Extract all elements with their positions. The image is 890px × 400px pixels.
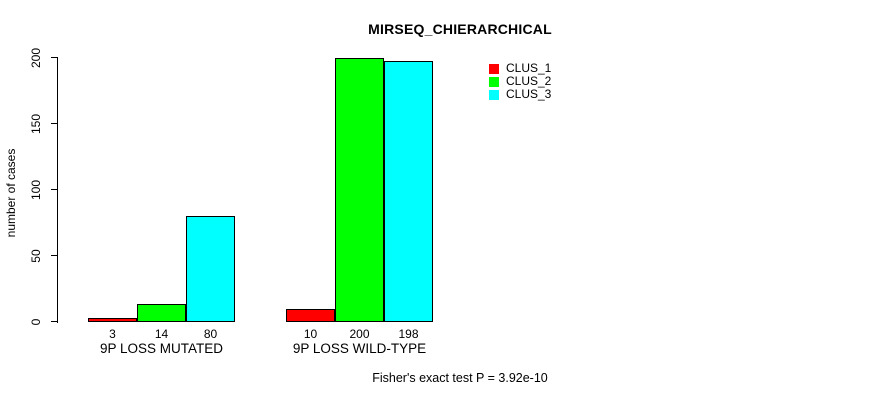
bar-clus_3-group2 [384,61,433,322]
legend-item-clus-2: CLUS_2 [489,75,551,88]
legend-label-clus-1: CLUS_1 [506,61,552,75]
y-axis-line [57,58,58,323]
y-tick-label-100: 100 [29,179,43,201]
legend-swatch-clus-1 [489,63,499,74]
bar-clus_2-group2 [335,58,384,322]
y-tick-label-0: 0 [29,318,43,326]
bar-clus_2-group1 [137,304,186,322]
bar-value-label: 3 [109,327,116,341]
bar-value-label: 80 [203,327,218,341]
y-tick-50 [51,255,58,256]
plot-area: 3 14 80 9P LOSS MUTATED 10 200 198 9P LOSS WILD… [58,58,438,356]
y-tick-200 [51,57,58,58]
group-label: 9P LOSS MUTATED [99,341,224,356]
chart-title: MIRSEQ_CHIERARCHICAL [368,21,552,37]
y-tick-label-50: 50 [29,249,43,263]
legend-label-clus-2: CLUS_2 [506,74,552,88]
bar-clus_3-group1 [186,216,235,322]
group-label: 9P LOSS WILD-TYPE [292,341,427,356]
legend: CLUS_1 CLUS_2 CLUS_3 [489,62,551,101]
y-tick-100 [51,189,58,190]
legend-item-clus-3: CLUS_3 [489,88,551,101]
bar-value-label: 200 [349,327,370,341]
y-axis-title: number of cases [4,148,18,238]
bar-value-label: 10 [303,327,318,341]
legend-item-clus-1: CLUS_1 [489,62,551,75]
fisher-test-annotation: Fisher's exact test P = 3.92e-10 [372,371,548,385]
legend-swatch-clus-3 [489,89,499,100]
bar-value-label: 198 [398,327,419,341]
bar-value-label: 14 [154,327,169,341]
bar-clus_1-group1 [88,318,137,322]
legend-swatch-clus-2 [489,76,499,87]
y-tick-0 [51,321,58,322]
y-tick-label-200: 200 [29,47,43,69]
y-tick-label-150: 150 [29,113,43,135]
y-tick-150 [51,123,58,124]
legend-label-clus-3: CLUS_3 [506,87,552,101]
bar-clus_1-group2 [286,309,335,322]
